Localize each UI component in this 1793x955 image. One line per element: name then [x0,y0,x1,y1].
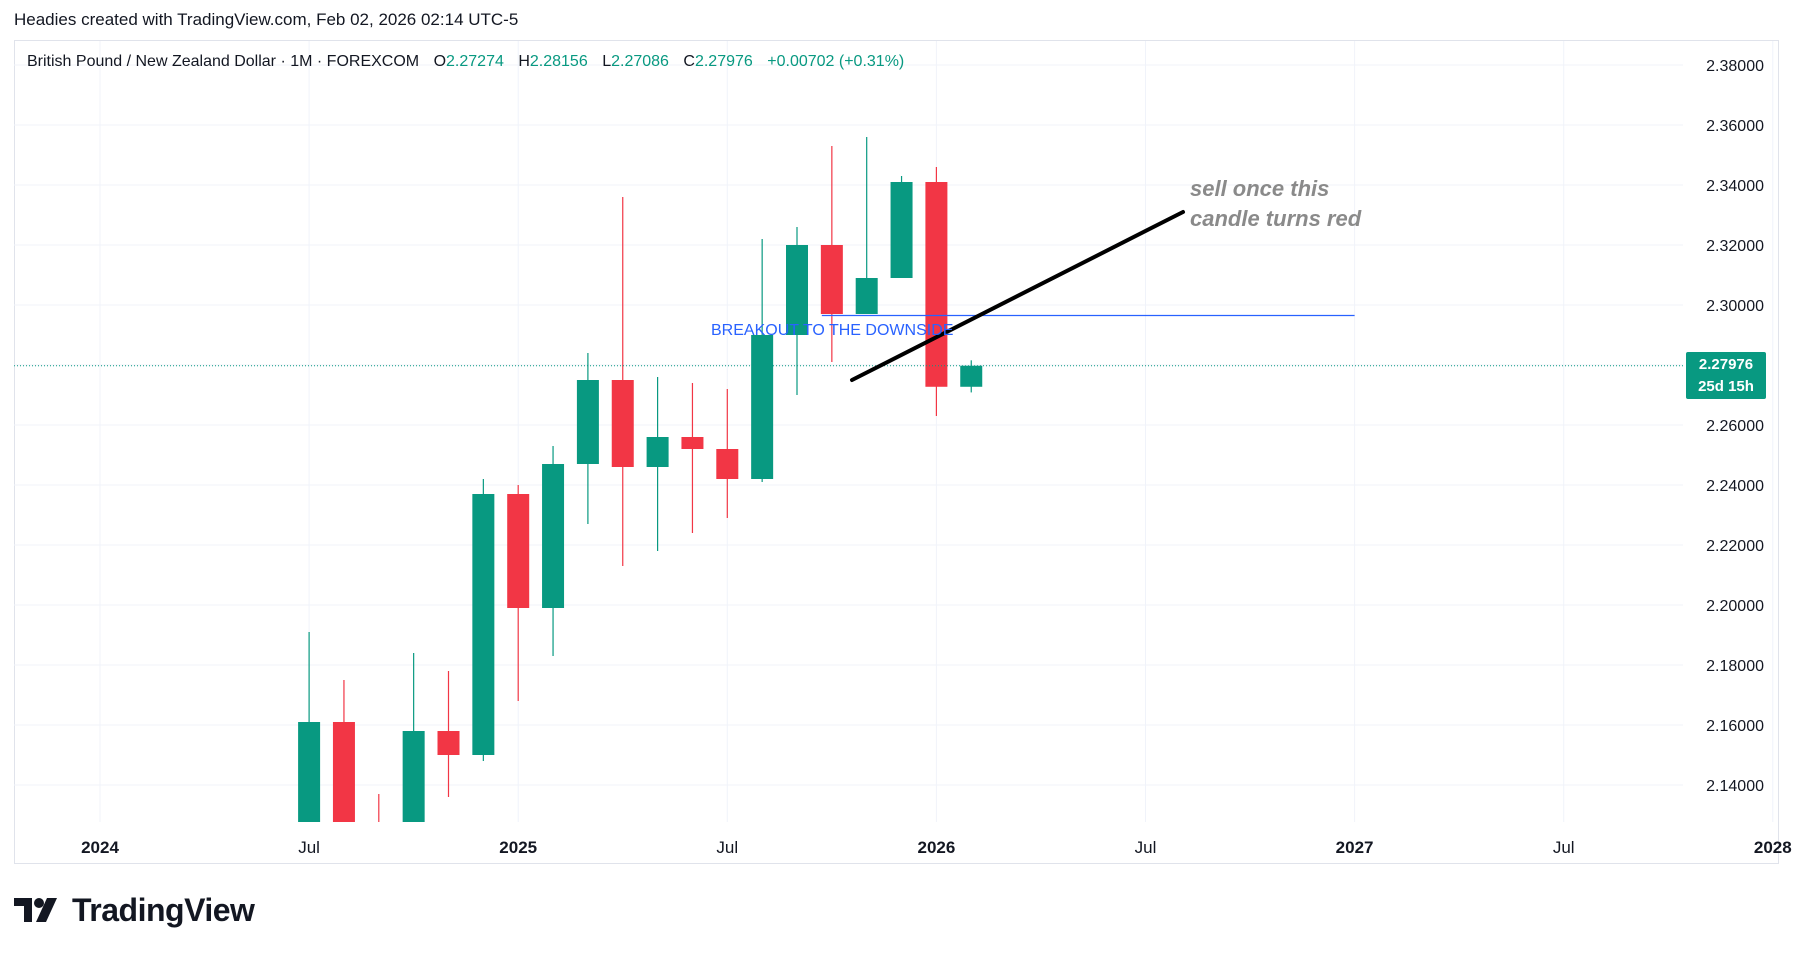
open-label: O [433,53,447,70]
x-tick-label: 2026 [917,838,955,857]
y-tick-label: 2.18000 [1706,658,1764,675]
candle-body-down [368,824,390,830]
high-value: 2.28156 [529,53,588,70]
last-price-tag: 2.27976 25d 15h [1686,352,1766,399]
y-tick-label: 2.34000 [1706,178,1764,195]
close-value: 2.27976 [694,53,753,70]
y-tick-label: 2.36000 [1706,118,1764,135]
y-tick-label: 2.16000 [1706,718,1764,735]
candle-body-up [402,731,425,822]
y-tick-label: 2.14000 [1706,778,1764,795]
chart-frame[interactable] [14,40,1779,864]
bar-countdown: 25d 15h [1698,378,1754,395]
candle-layer [298,137,983,830]
x-tick-label: 2027 [1336,838,1374,857]
trend-line [850,210,1185,382]
low-label: L [602,53,612,70]
x-tick-label: Jul [1135,838,1157,857]
grid-layer [14,41,1774,822]
y-tick-label: 2.26000 [1706,418,1764,435]
tradingview-logo[interactable]: TradingView [14,891,255,928]
candle-body-down [507,494,530,608]
candle-body-down [925,182,948,387]
candle-body-down [332,722,355,822]
x-tick-label: 2025 [499,838,537,857]
x-tick-label: Jul [298,838,320,857]
candle-body-up [576,380,599,464]
candle-body-up [646,437,669,467]
y-tick-label: 2.30000 [1706,298,1764,315]
candle-body-up [542,464,565,608]
candle-body-up [751,335,774,479]
y-tick-label: 2.24000 [1706,478,1764,495]
y-tick-label: 2.20000 [1706,598,1764,615]
candle-body-up [298,722,321,822]
close-label: C [683,53,695,70]
candle-body-down [437,731,460,755]
candle-body-up [960,365,983,387]
x-tick-label: Jul [716,838,738,857]
tradingview-mark-icon [14,898,57,922]
x-tick-label: 2028 [1754,838,1792,857]
chart-header: Headies created with TradingView.com, Fe… [14,10,519,29]
high-label: H [518,53,530,70]
note-line-2: candle turns red [1190,206,1362,231]
y-tick-label: 2.22000 [1706,538,1764,555]
candle-body-down [820,245,843,314]
candle-body-down [716,449,739,479]
annotation-layer [14,210,1683,382]
axis-layer: 2.380002.360002.340002.320002.300002.280… [81,58,1792,857]
last-price-value: 2.27976 [1698,356,1754,373]
candle-body-down [611,380,634,467]
x-tick-label: 2024 [81,838,119,857]
y-tick-label: 2.32000 [1706,238,1764,255]
candle-body-up [472,494,495,755]
breakout-label[interactable]: BREAKOUT TO THE DOWNSIDE [711,322,954,339]
candle-body-down [681,437,704,449]
change-value: +0.00702 (+0.31%) [767,53,905,70]
open-value: 2.27274 [446,53,504,70]
y-tick-label: 2.38000 [1706,58,1764,75]
logo-text: TradingView [72,891,255,928]
ohlc-legend: British Pound / New Zealand Dollar · 1M … [27,53,904,71]
symbol-title: British Pound / New Zealand Dollar · 1M … [27,53,420,70]
candle-body-up [890,182,913,278]
candle-body-up [786,245,808,335]
price-chart[interactable]: 2.380002.360002.340002.320002.300002.280… [0,0,1793,880]
note-line-1: sell once this [1190,176,1330,201]
low-value: 2.27086 [611,53,669,70]
note-text[interactable]: sell once this candle turns red [1190,174,1361,234]
candle-body-up [855,278,878,314]
x-tick-label: Jul [1553,838,1575,857]
